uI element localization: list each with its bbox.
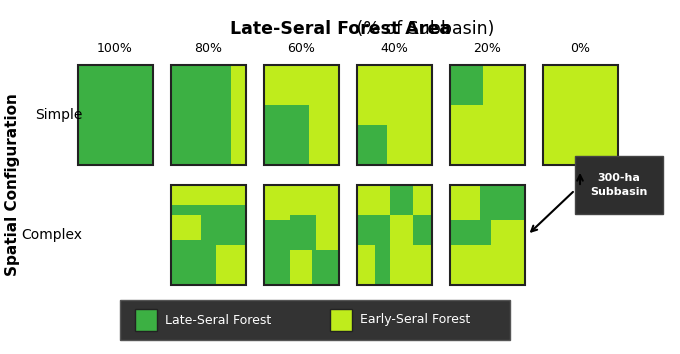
Bar	[356, 185, 390, 215]
Bar	[264, 185, 339, 285]
Text: 80%: 80%	[194, 42, 222, 55]
Bar	[264, 185, 290, 220]
Bar	[543, 65, 617, 165]
Text: Complex: Complex	[21, 228, 82, 242]
Bar	[216, 245, 245, 285]
Bar	[356, 65, 432, 165]
Bar	[356, 185, 432, 285]
Text: (% of Subbasin): (% of Subbasin)	[186, 20, 494, 38]
Bar	[171, 185, 245, 285]
Bar	[231, 65, 245, 165]
Text: Simple: Simple	[35, 108, 82, 122]
Bar	[449, 185, 524, 285]
Bar	[543, 65, 617, 165]
Text: 300-ha
Subbasin: 300-ha Subbasin	[590, 173, 647, 196]
Bar	[290, 250, 312, 285]
Text: 20%: 20%	[473, 42, 501, 55]
Bar	[356, 65, 386, 125]
Bar	[449, 65, 524, 165]
Bar	[449, 105, 524, 165]
Bar	[449, 185, 524, 285]
Bar	[171, 185, 245, 205]
Bar	[575, 156, 663, 214]
Bar	[330, 309, 352, 331]
Bar	[120, 300, 510, 340]
Bar	[316, 185, 339, 250]
Bar	[390, 215, 413, 245]
Text: 0%: 0%	[570, 42, 590, 55]
Bar	[449, 185, 479, 220]
Bar	[78, 65, 152, 165]
Bar	[413, 185, 432, 215]
Bar	[449, 245, 491, 285]
Bar	[290, 185, 316, 215]
Bar	[171, 215, 201, 240]
Bar	[483, 65, 524, 105]
Bar	[264, 65, 339, 165]
Bar	[494, 190, 509, 210]
Bar	[356, 185, 432, 285]
Bar	[543, 65, 617, 165]
Bar	[491, 220, 524, 285]
Text: 40%: 40%	[380, 42, 408, 55]
Bar	[171, 65, 245, 165]
Bar	[171, 65, 245, 165]
Bar	[264, 65, 309, 105]
Bar	[356, 65, 432, 165]
Bar	[171, 185, 245, 285]
Text: Early-Seral Forest: Early-Seral Forest	[360, 314, 471, 326]
Bar	[390, 245, 432, 285]
Bar	[356, 245, 375, 285]
Text: Late-Seral Forest Area: Late-Seral Forest Area	[230, 20, 450, 38]
Text: 100%: 100%	[97, 42, 133, 55]
Bar	[309, 65, 339, 165]
Bar	[449, 65, 524, 165]
Bar	[264, 185, 339, 285]
Bar	[264, 65, 339, 165]
Bar	[375, 245, 390, 265]
Text: Spatial Configuration: Spatial Configuration	[5, 93, 20, 276]
Text: 60%: 60%	[287, 42, 315, 55]
Text: Late-Seral Forest: Late-Seral Forest	[165, 314, 271, 326]
Bar	[135, 309, 157, 331]
Bar	[386, 65, 432, 165]
Bar	[78, 65, 152, 165]
